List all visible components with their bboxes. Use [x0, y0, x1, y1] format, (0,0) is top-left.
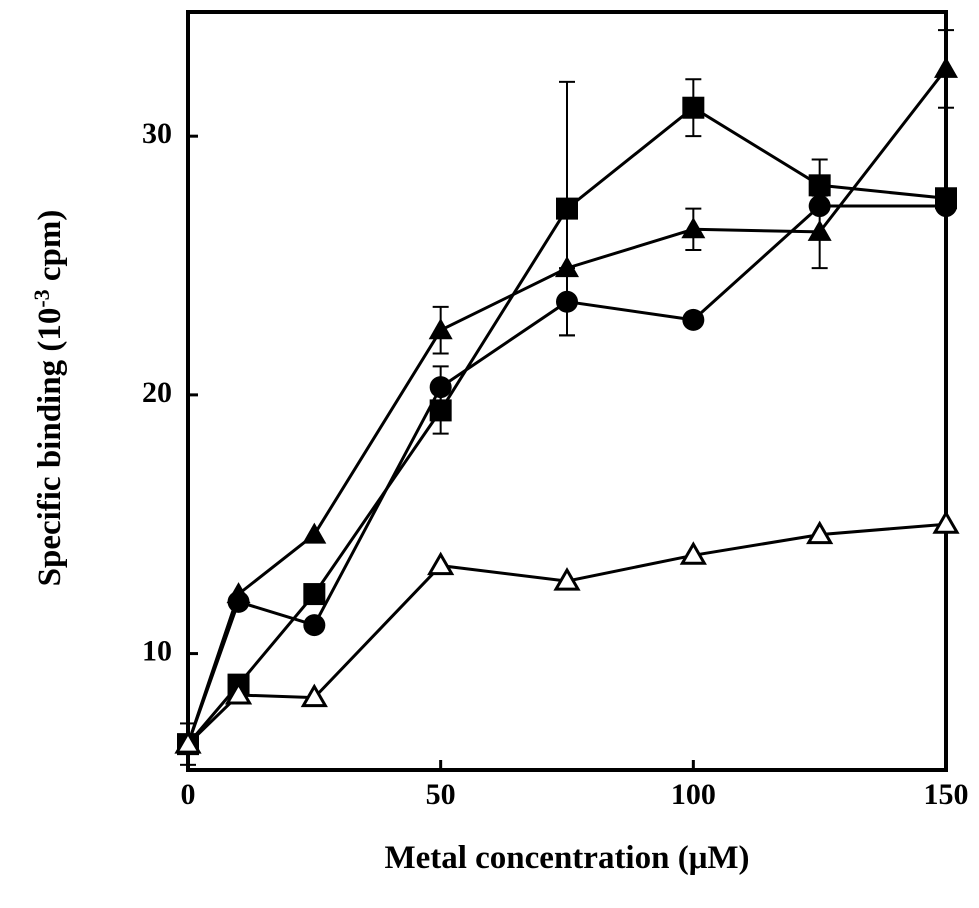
data-point-open-triangle — [300, 683, 328, 708]
series-line — [186, 204, 946, 745]
data-point-triangle — [428, 318, 453, 340]
data-point-square — [682, 96, 705, 119]
data-point-square — [303, 583, 326, 606]
data-point-triangle — [681, 217, 706, 239]
data-point-circle — [808, 195, 831, 218]
x-tick-label: 50 — [426, 778, 456, 811]
y-axis-title-sup: -3 — [29, 289, 54, 307]
series-line — [186, 105, 947, 746]
data-point-triangle — [807, 219, 832, 241]
data-point-open-triangle — [679, 541, 707, 565]
data-point-circle — [227, 590, 250, 613]
data-point-square — [556, 197, 578, 220]
y-axis-title-main: Specific binding (10 — [32, 308, 68, 587]
series-filled-square — [177, 78, 957, 766]
plot-frame — [186, 10, 948, 772]
y-axis-title-tail: cpm) — [32, 210, 68, 290]
y-tick-label: 20 — [142, 376, 172, 409]
data-point-triangle — [302, 522, 327, 544]
data-point-open-triangle — [932, 510, 960, 534]
x-tick-label: 100 — [671, 778, 716, 811]
data-point-open-triangle — [224, 680, 253, 705]
data-point-circle — [935, 195, 957, 218]
series-filled-circle — [177, 195, 957, 756]
data-point-open-triangle — [174, 730, 202, 754]
data-point-open-triangle — [553, 567, 581, 591]
data-point-circle — [556, 290, 578, 313]
data-point-circle — [682, 308, 705, 331]
y-axis-title: Specific binding (10-3 cpm) — [29, 210, 68, 587]
y-tick-label: 30 — [142, 117, 172, 150]
x-tick-label: 0 — [181, 778, 196, 811]
series-open-triangle — [174, 510, 960, 754]
data-point-triangle — [934, 56, 958, 78]
ticks-layer: 0 50 100 150 10 20 30 — [142, 117, 969, 811]
x-axis-title: Metal concentration (μM) — [384, 840, 749, 876]
data-point-square — [429, 399, 452, 422]
series-layer — [174, 29, 960, 766]
data-point-circle — [303, 614, 326, 637]
data-point-square — [808, 174, 831, 197]
data-point-open-triangle — [427, 551, 455, 576]
data-point-circle — [429, 376, 452, 399]
data-point-triangle — [555, 256, 579, 278]
data-point-open-triangle — [806, 520, 834, 545]
x-tick-label: 150 — [924, 778, 969, 811]
series-line — [186, 67, 948, 745]
y-tick-label: 10 — [142, 634, 172, 667]
series-line — [186, 522, 947, 746]
